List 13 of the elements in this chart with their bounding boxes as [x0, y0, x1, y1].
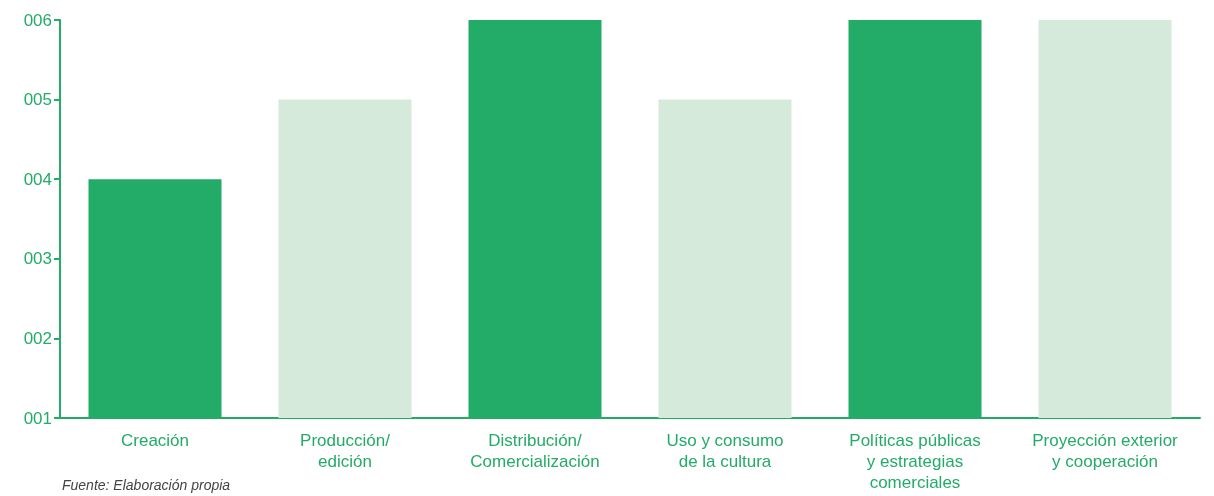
x-tick-label: Producción/ edición: [300, 431, 391, 471]
y-tick-label: 003: [23, 249, 52, 269]
x-tick-label: Proyección exterior y cooperación: [1032, 431, 1179, 471]
x-tick-label: Distribución/ Comercialización: [470, 431, 600, 471]
y-tick-label: 002: [23, 328, 52, 348]
y-tick-label: 001: [23, 408, 52, 428]
y-tick-label: 004: [23, 169, 52, 189]
y-tick-label: 006: [23, 10, 52, 30]
x-tick-label: Uso y consumo de la cultura: [666, 431, 784, 471]
source-note: Fuente: Elaboración propia: [62, 477, 231, 493]
x-tick-label: Creación: [120, 431, 190, 450]
y-tick-label: 005: [23, 90, 52, 110]
x-tick-label: Políticas públicas y estrategias comerciales: [849, 431, 981, 492]
